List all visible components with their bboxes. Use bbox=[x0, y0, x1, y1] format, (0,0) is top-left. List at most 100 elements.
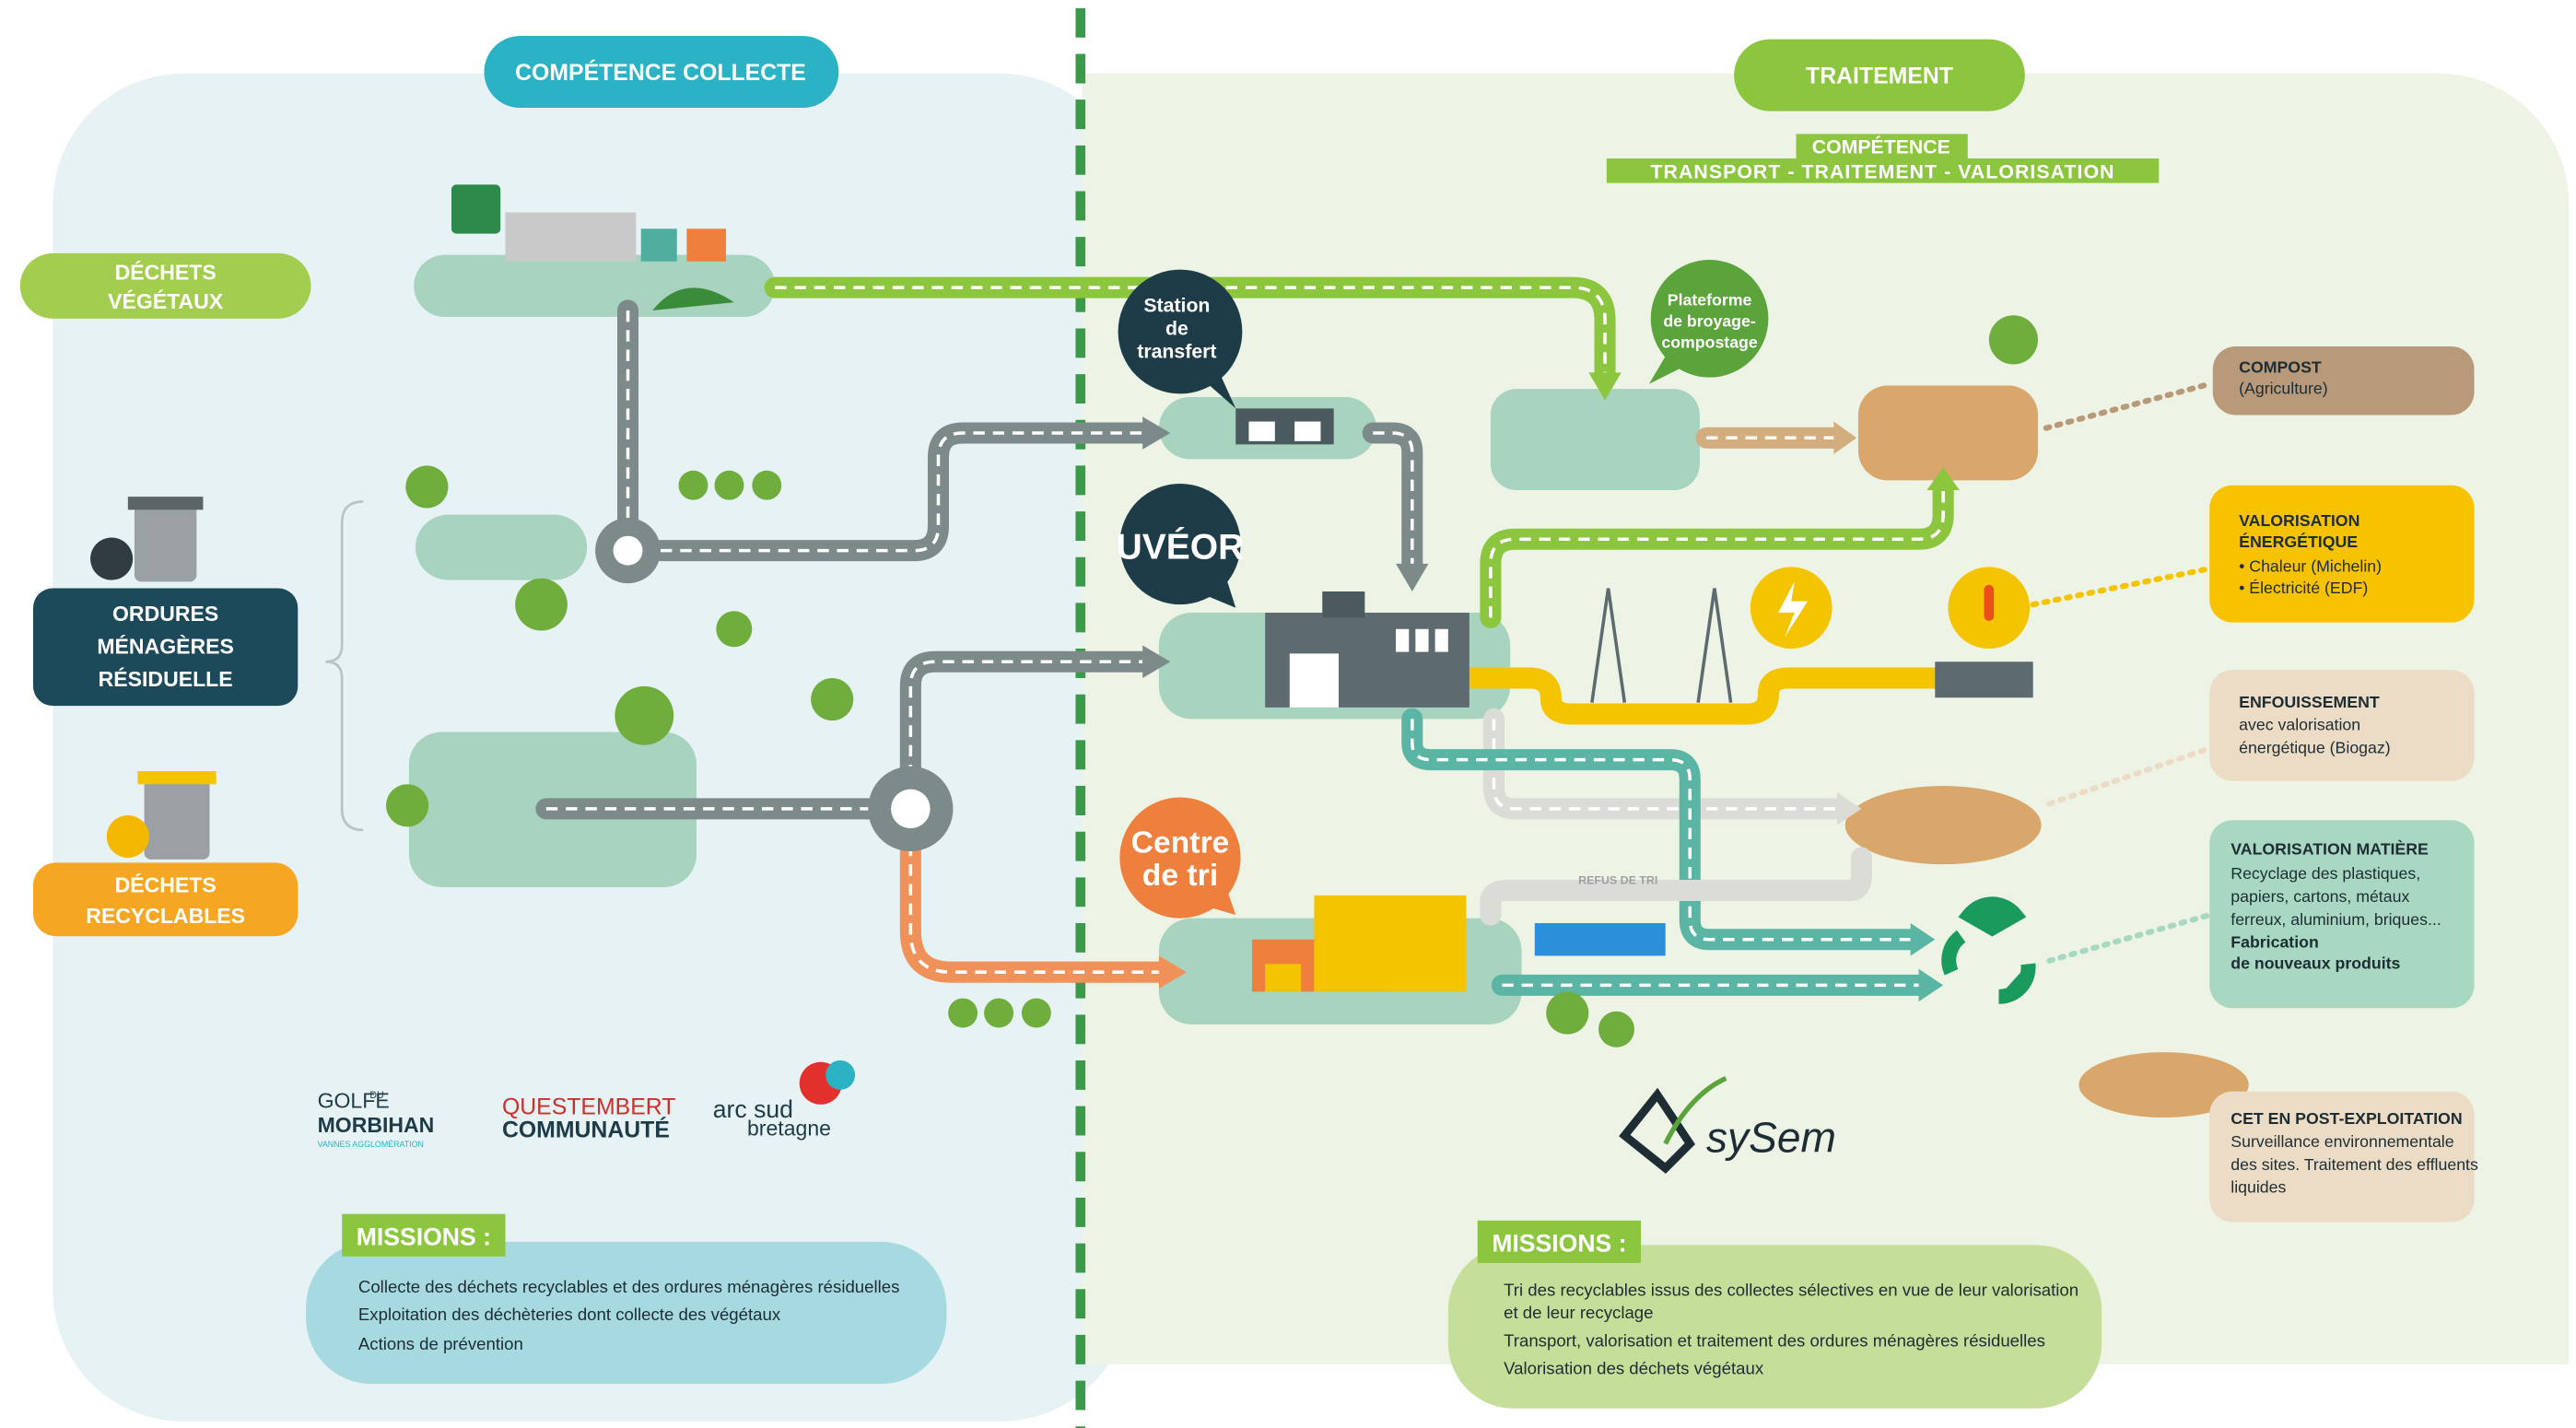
missions-left-items: Collecte des déchets recyclables et des … bbox=[358, 1277, 900, 1296]
sites-plateforme: Plateforme bbox=[1668, 291, 1752, 310]
outputs-text: • Chaleur (Michelin) bbox=[2239, 557, 2382, 576]
shape-ellipse bbox=[1845, 786, 2042, 864]
sources-lines: RÉSIDUELLE bbox=[99, 666, 233, 691]
shape-circle bbox=[891, 790, 931, 829]
header-competence-detail: TRANSPORT - TRAITEMENT - VALORISATION bbox=[1651, 160, 2115, 182]
missions-left-items: Exploitation des déchèteries dont collec… bbox=[358, 1305, 781, 1324]
shape-circle bbox=[679, 471, 708, 500]
logos-arc: bretagne bbox=[747, 1117, 831, 1141]
sources-lines: DÉCHETS bbox=[115, 259, 217, 284]
logos-questembert: QUESTEMBERT bbox=[502, 1094, 675, 1119]
shape-rect bbox=[1290, 653, 1339, 708]
outputs-text: ferreux, aluminium, briques... bbox=[2231, 910, 2441, 929]
shape-circle bbox=[1022, 999, 1051, 1028]
shape-rect bbox=[1984, 585, 1994, 621]
shape-circle bbox=[1546, 991, 1588, 1034]
shape-rect bbox=[506, 213, 637, 262]
shape-circle bbox=[715, 471, 744, 500]
sites-plateforme: compostage bbox=[1661, 334, 1758, 352]
shape-rect bbox=[414, 255, 775, 317]
header-competence: COMPÉTENCE bbox=[1812, 135, 1950, 158]
logos-sysem: sySem bbox=[1706, 1113, 1836, 1161]
shape-circle bbox=[615, 686, 673, 745]
missions-right-items: Tri des recyclables issus des collectes … bbox=[1504, 1280, 2078, 1299]
shape-rect bbox=[1294, 422, 1320, 441]
sources-lines: RECYCLABLES bbox=[86, 904, 245, 928]
sites-centre-tri: Centre bbox=[1131, 826, 1230, 860]
outputs-title: CET EN POST-EXPLOITATION bbox=[2231, 1109, 2462, 1128]
outputs-text: (Agriculture) bbox=[2239, 379, 2328, 397]
missions-right-items: Valorisation des déchets végétaux bbox=[1504, 1358, 1764, 1377]
shape-rect bbox=[1265, 964, 1301, 991]
shape-rect bbox=[2209, 486, 2474, 623]
shape-circle bbox=[716, 611, 752, 647]
outputs-title: VALORISATION bbox=[2239, 511, 2359, 530]
shape-rect bbox=[451, 184, 500, 233]
diagram: COMPÉTENCE COLLECTE TRAITEMENT COMPÉTENC… bbox=[0, 0, 2576, 1428]
outputs-text: Surveillance environnementale bbox=[2231, 1132, 2453, 1151]
shape-rect bbox=[1435, 629, 1448, 652]
shape-rect bbox=[128, 497, 204, 509]
sites-station: de bbox=[1165, 318, 1188, 340]
outputs-text: • Électricité (EDF) bbox=[2239, 579, 2368, 597]
logos-golfe: MORBIHAN bbox=[318, 1113, 435, 1137]
outputs-title: VALORISATION MATIÈRE bbox=[2231, 839, 2429, 859]
shape-circle bbox=[948, 999, 978, 1028]
shape-circle bbox=[811, 678, 853, 720]
sites-refus: REFUS DE TRI bbox=[1578, 873, 1657, 886]
sources-lines: VÉGÉTAUX bbox=[108, 288, 224, 313]
logos-questembert: COMMUNAUTÉ bbox=[502, 1117, 670, 1142]
missions-right-items: Transport, valorisation et traitement de… bbox=[1504, 1330, 2045, 1350]
sites-station: transfert bbox=[1137, 340, 1216, 362]
shape-circle bbox=[515, 579, 568, 631]
shape-circle bbox=[1598, 1012, 1634, 1048]
shape-circle bbox=[386, 784, 428, 826]
outputs-title: COMPOST bbox=[2239, 357, 2322, 376]
shape-rect bbox=[686, 228, 726, 261]
shape-rect bbox=[135, 503, 196, 581]
shape-circle bbox=[825, 1060, 855, 1090]
sources-lines: ORDURES bbox=[112, 602, 218, 626]
outputs-bold: de nouveaux produits bbox=[2231, 954, 2400, 973]
shape-circle bbox=[984, 999, 1013, 1028]
shape-rect bbox=[1448, 1245, 2102, 1408]
shape-rect bbox=[137, 771, 216, 784]
shape-rect bbox=[1415, 629, 1428, 652]
shape-rect bbox=[1491, 389, 1700, 490]
outputs-text: des sites. Traitement des effluents bbox=[2231, 1155, 2478, 1174]
shape-circle bbox=[614, 536, 643, 566]
shape-rect bbox=[1858, 386, 2038, 481]
sources-lines: MÉNAGÈRES bbox=[97, 633, 234, 658]
shape-rect bbox=[1935, 661, 2032, 697]
outputs-bold: Fabrication bbox=[2231, 933, 2319, 952]
shape-circle bbox=[90, 537, 133, 579]
sites-centre-tri: de tri bbox=[1142, 859, 1218, 893]
shape-rect bbox=[416, 515, 587, 580]
outputs-title: ENFOUISSEMENT bbox=[2239, 693, 2380, 711]
sources-lines: DÉCHETS bbox=[115, 872, 217, 896]
shape-circle bbox=[405, 465, 448, 508]
missions-left-items: Actions de prévention bbox=[358, 1334, 523, 1353]
shape-rect bbox=[1535, 923, 1666, 955]
shape-rect bbox=[145, 778, 210, 860]
missions-left-title: MISSIONS : bbox=[357, 1223, 491, 1250]
shape-circle bbox=[752, 471, 781, 500]
outputs-text: papiers, cartons, métaux bbox=[2231, 887, 2409, 906]
shape-rect bbox=[1330, 964, 1366, 991]
outputs-text: Recyclage des plastiques, bbox=[2231, 864, 2420, 883]
missions-right-title: MISSIONS : bbox=[1492, 1229, 1626, 1257]
missions-right-items: et de leur recyclage bbox=[1504, 1303, 1653, 1322]
logos-golfe: VANNES AGGLOMÉRATION bbox=[318, 1140, 424, 1149]
sites-uveor: UVÉOR bbox=[1117, 527, 1245, 568]
shape-circle bbox=[107, 815, 149, 858]
shape-rect bbox=[1322, 591, 1364, 617]
outputs-text: avec valorisation bbox=[2239, 716, 2360, 734]
outputs-title: ÉNERGÉTIQUE bbox=[2239, 532, 2358, 551]
sites-station: Station bbox=[1143, 295, 1210, 317]
shape-circle bbox=[1989, 315, 2038, 364]
shape-rect bbox=[1248, 422, 1274, 441]
outputs-text: liquides bbox=[2231, 1178, 2286, 1197]
sites-plateforme: de broyage- bbox=[1663, 312, 1756, 331]
header-traitement: TRAITEMENT bbox=[1806, 64, 1953, 88]
logos-golfe: DU bbox=[369, 1090, 383, 1101]
